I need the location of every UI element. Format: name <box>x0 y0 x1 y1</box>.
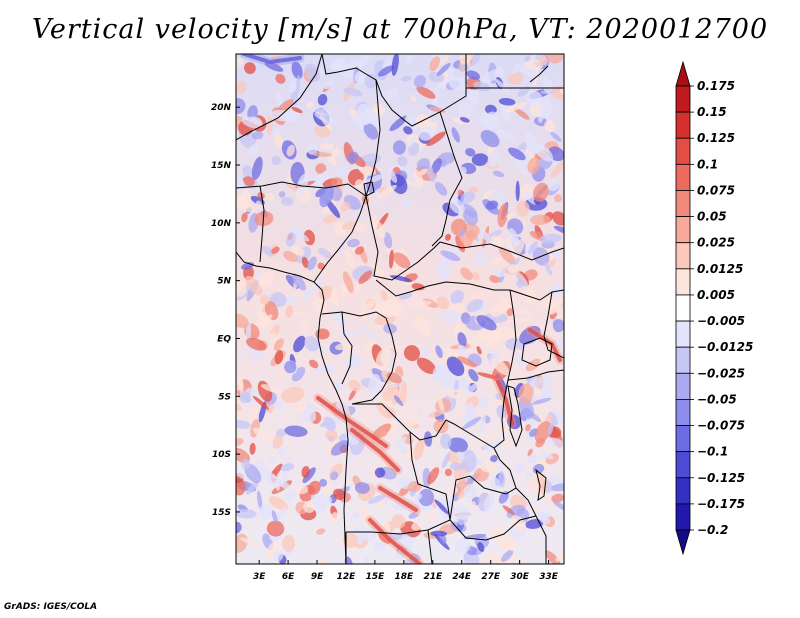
lon-label: 15E <box>366 572 386 582</box>
colorbar-label: −0.005 <box>697 314 745 328</box>
drc-zambia-border <box>449 447 517 521</box>
nigeria-cameroon-border <box>313 195 367 283</box>
lat-label: 15S <box>212 508 231 518</box>
colorbar-segment <box>675 294 691 322</box>
lon-label: 18E <box>395 572 415 582</box>
lat-label: 5S <box>218 392 231 402</box>
colorbar-label: 0.15 <box>697 105 727 119</box>
algeria-niger-border <box>236 54 323 141</box>
colorbar-label: −0.125 <box>697 471 745 485</box>
grads-credit: GrADS: IGES/COLA <box>4 602 98 612</box>
botswana-border <box>427 529 433 564</box>
colorbar-segment <box>675 503 691 531</box>
lake-malawi <box>535 468 547 502</box>
colorbar-label: 0.0125 <box>697 262 743 276</box>
figure-title: Vertical velocity [m/s] at 700hPa, VT: 2… <box>31 14 769 45</box>
lake-chad <box>363 181 375 197</box>
colorbar-segment <box>675 425 691 453</box>
lon-label: 24E <box>452 572 472 582</box>
uganda-kenya-border <box>543 291 564 359</box>
colorbar-segment <box>675 346 691 374</box>
latitude-axis: 20N 15N 10N 5N EQ 5S 10S 15S <box>211 103 240 518</box>
lon-label: 3E <box>253 572 266 582</box>
lon-label: 12E <box>337 572 357 582</box>
lon-label: 30E <box>510 572 530 582</box>
gabon-congo-border <box>341 311 353 385</box>
colorbar-label: −0.075 <box>697 419 745 433</box>
chad-car-border <box>365 195 441 281</box>
benin-border <box>259 185 265 263</box>
libya-border <box>321 54 467 127</box>
lon-label: 6E <box>282 572 295 582</box>
colorbar-segment <box>675 399 691 426</box>
colorbar: 0.175 0.15 0.125 0.1 0.075 0.05 0.025 0.0125 0.0… <box>675 60 753 556</box>
lake-tanganyika <box>507 385 523 448</box>
colorbar-segment <box>675 111 691 139</box>
lon-label: 27E <box>481 572 501 582</box>
lat-label: 20N <box>211 103 232 113</box>
colorbar-label: 0.125 <box>697 131 735 145</box>
cameroon-gabon-border <box>321 311 387 319</box>
colorbar-label: −0.0125 <box>697 340 753 354</box>
sudan-chad-border <box>431 111 463 247</box>
zambia-zimbabwe-border <box>449 515 537 541</box>
lon-label: 21E <box>423 572 443 582</box>
colorbar-label: −0.1 <box>697 445 728 459</box>
colorbar-label: −0.05 <box>697 392 737 406</box>
niger-nigeria-border <box>236 181 367 197</box>
colorbar-label: 0.05 <box>697 210 727 224</box>
colorbar-segment <box>675 85 691 113</box>
country-borders <box>236 54 564 564</box>
lon-label: 33E <box>539 572 559 582</box>
colorbar-segment <box>675 320 691 348</box>
car-drc-border <box>375 279 510 297</box>
tanzania-border <box>507 369 564 381</box>
niger-chad-border <box>365 79 381 197</box>
colorbar-segment <box>675 190 691 217</box>
lat-label: 10N <box>211 219 232 229</box>
colorbar-label: 0.075 <box>697 183 735 197</box>
colorbar-label: 0.005 <box>697 288 735 302</box>
lat-label: 5N <box>217 277 231 287</box>
colorbar-segment <box>675 242 691 270</box>
colorbar-label: 0.175 <box>697 79 735 93</box>
colorbar-top-triangle <box>675 60 691 87</box>
colorbar-segment <box>675 477 691 505</box>
southsudan-uganda-border <box>509 289 564 301</box>
colorbar-segment <box>675 216 691 244</box>
colorbar-label: 0.1 <box>697 157 718 171</box>
congo-border <box>351 317 397 405</box>
colorbar-segment <box>675 268 691 296</box>
drc-angola-border <box>352 403 495 449</box>
colorbar-segment <box>675 372 691 400</box>
colorbar-label: 0.025 <box>697 236 735 250</box>
map-frame <box>235 53 565 565</box>
colorbar-segment <box>675 451 691 479</box>
lat-label: 15N <box>211 161 232 171</box>
lon-label: 9E <box>311 572 324 582</box>
lake-victoria <box>521 337 553 367</box>
colorbar-segment <box>675 163 691 191</box>
coastline-west <box>236 251 349 564</box>
colorbar-segment <box>675 137 691 165</box>
sudan-southsudan-border <box>439 241 564 261</box>
colorbar-label: −0.2 <box>697 523 728 537</box>
nile-coast <box>529 65 549 83</box>
colorbar-label: −0.025 <box>697 366 745 380</box>
colorbar-bottom-triangle <box>675 529 691 556</box>
velocity-field <box>236 54 564 564</box>
longitude-axis: 3E 6E 9E 12E 15E 18E 21E 24E 27E 30E 33E <box>253 560 559 582</box>
lat-label: 10S <box>212 450 231 460</box>
colorbar-label: −0.175 <box>697 497 745 511</box>
lat-label: EQ <box>217 334 231 344</box>
